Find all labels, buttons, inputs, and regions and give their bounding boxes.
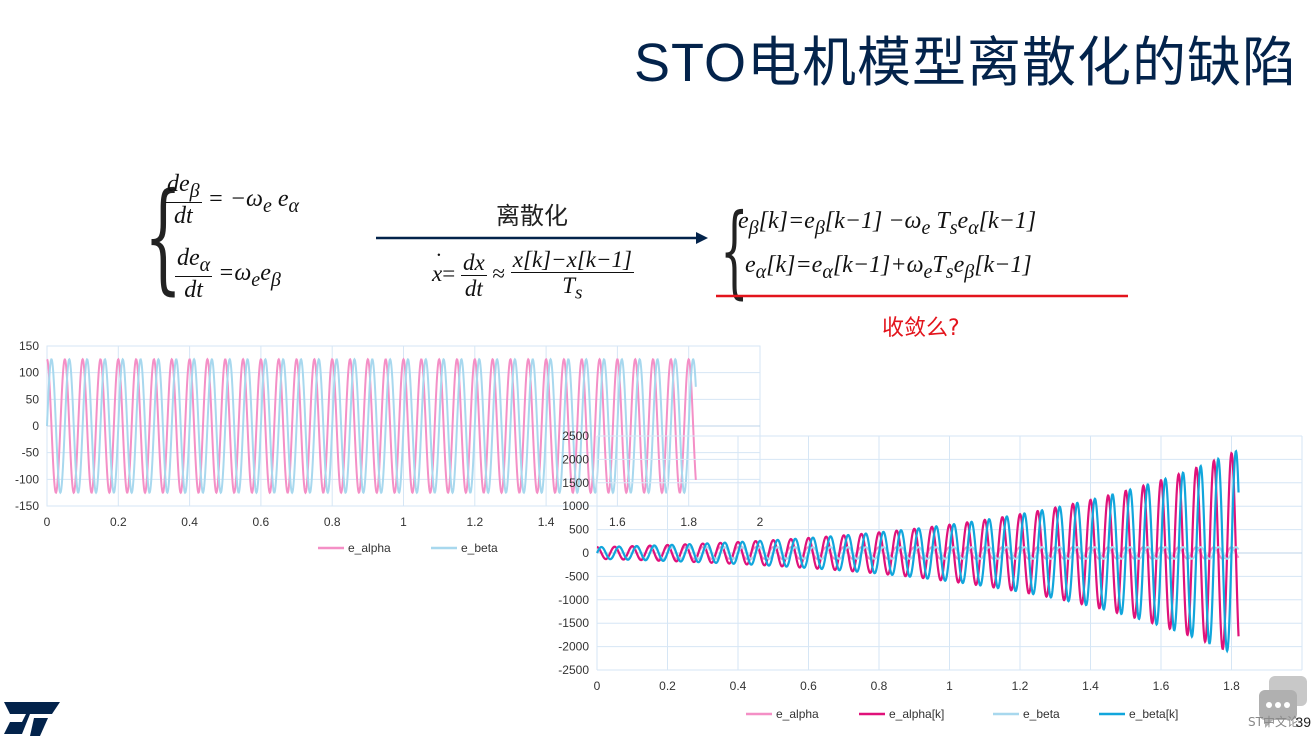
chart-discrete: 2500 2000 1500 1000 500 0 -500 -1000 -1500 -2000 -… bbox=[558, 429, 1305, 721]
y-tick-label: 0 bbox=[582, 546, 589, 560]
y-tick-label: -1500 bbox=[558, 616, 589, 630]
x-tick-label: 1.6 bbox=[1153, 679, 1170, 693]
y-tick-label: 2500 bbox=[562, 429, 589, 443]
series-line-e_beta bbox=[46, 357, 697, 495]
approx-frac-difference: x[k]−x[k−1] Ts bbox=[510, 247, 634, 304]
right-brace: { bbox=[720, 192, 749, 309]
y-tick-label: 150 bbox=[19, 339, 39, 353]
slide-title: STO电机模型离散化的缺陷 bbox=[633, 33, 1297, 93]
y-tick-label: -100 bbox=[15, 472, 39, 486]
y-tick-label: -50 bbox=[22, 446, 40, 460]
legend-entry: e_beta[k] bbox=[1129, 707, 1178, 721]
x-tick-label: 0.4 bbox=[181, 515, 198, 529]
approx-formula: ˙ x= dx dt ≈ x[k]−x[k−1] Ts bbox=[432, 247, 634, 304]
right-equation-bottom: eα[k]=eα[k−1]+ωeTseβ[k−1] bbox=[745, 252, 1032, 283]
x-tick-label: 0.6 bbox=[253, 515, 270, 529]
red-underline bbox=[716, 294, 1128, 298]
left-bottom-fraction: deα dt bbox=[175, 245, 213, 303]
series-line-e_alphak bbox=[596, 451, 1240, 651]
x-tick-label: 1.8 bbox=[680, 515, 697, 529]
st-logo-icon bbox=[4, 702, 60, 736]
x-tick-label: 1.4 bbox=[1082, 679, 1099, 693]
y-tick-label: -2000 bbox=[558, 640, 589, 654]
right-arrow-icon bbox=[376, 232, 708, 244]
left-top-fraction: deβ dt bbox=[165, 171, 202, 229]
x-tick-label: 2 bbox=[757, 515, 764, 529]
x-tick-label: 0 bbox=[594, 679, 601, 693]
y-tick-label: 500 bbox=[569, 523, 589, 537]
legend-entry: e_beta bbox=[1023, 707, 1060, 721]
legend-entry: e_alpha bbox=[348, 541, 391, 555]
slide-number: 39 bbox=[1295, 714, 1311, 730]
discretize-label: 离散化 bbox=[496, 202, 568, 230]
y-tick-label: -2500 bbox=[558, 663, 589, 677]
y-tick-label: -500 bbox=[565, 569, 589, 583]
right-equation-top: eβ[k]=eβ[k−1] −ωe Tseα[k−1] bbox=[738, 208, 1037, 239]
x-tick-label: 0.6 bbox=[800, 679, 817, 693]
y-tick-label: 50 bbox=[26, 392, 40, 406]
x-tick-label: 1.4 bbox=[538, 515, 555, 529]
x-tick-label: 1.8 bbox=[1223, 679, 1240, 693]
left-equation-top: deβ dt = −ωe eα bbox=[165, 171, 300, 229]
forum-chat-icon[interactable] bbox=[1259, 676, 1309, 732]
y-tick-label: 2000 bbox=[562, 452, 589, 466]
y-tick-label: 0 bbox=[32, 419, 39, 433]
legend-entry: e_alpha bbox=[776, 707, 819, 721]
series-line-e_alpha bbox=[46, 357, 697, 495]
approx-frac-derivative: dx dt bbox=[460, 249, 487, 301]
left-equation-bottom: deα dt =ωeeβ bbox=[175, 245, 281, 303]
x-tick-label: 1.2 bbox=[466, 515, 483, 529]
y-tick-label: 100 bbox=[19, 366, 39, 380]
y-tick-label: -1000 bbox=[558, 593, 589, 607]
convergence-question: 收敛么? bbox=[882, 316, 960, 341]
legend-entry: e_alpha[k] bbox=[889, 707, 944, 721]
series-line-e_betak bbox=[596, 449, 1240, 654]
x-tick-label: 1.2 bbox=[1012, 679, 1029, 693]
left-brace: { bbox=[144, 168, 183, 307]
x-tick-label: 0 bbox=[44, 515, 51, 529]
x-tick-label: 0.8 bbox=[871, 679, 888, 693]
x-tick-label: 1.6 bbox=[609, 515, 626, 529]
y-tick-label: 1000 bbox=[562, 499, 589, 513]
y-tick-label: 1500 bbox=[562, 476, 589, 490]
y-tick-label: -150 bbox=[15, 499, 39, 513]
x-tick-label: 0.2 bbox=[659, 679, 676, 693]
x-tick-label: 0.4 bbox=[730, 679, 747, 693]
x-tick-label: 1 bbox=[400, 515, 407, 529]
x-tick-label: 0.8 bbox=[324, 515, 341, 529]
x-tick-label: 0.2 bbox=[110, 515, 127, 529]
x-tick-label: 1 bbox=[946, 679, 953, 693]
forum-label: ST中文论 bbox=[1248, 715, 1299, 729]
legend-entry: e_beta bbox=[461, 541, 498, 555]
